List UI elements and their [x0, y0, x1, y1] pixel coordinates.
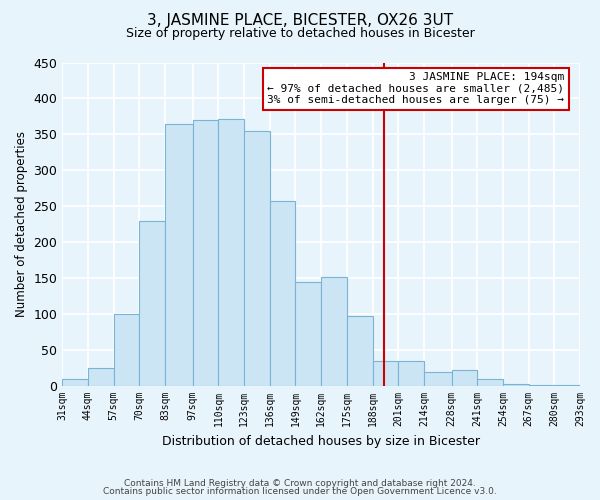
Bar: [424, 372, 452, 386]
Bar: [139, 220, 165, 386]
Bar: [62, 379, 88, 386]
Bar: [165, 124, 193, 386]
Text: Contains HM Land Registry data © Crown copyright and database right 2024.: Contains HM Land Registry data © Crown c…: [124, 478, 476, 488]
Bar: [193, 120, 218, 386]
Bar: [295, 282, 321, 386]
Bar: [477, 379, 503, 386]
Bar: [113, 314, 139, 386]
Bar: [452, 370, 477, 386]
Text: Contains public sector information licensed under the Open Government Licence v3: Contains public sector information licen…: [103, 487, 497, 496]
Bar: [398, 361, 424, 386]
Bar: [503, 384, 529, 386]
Text: Size of property relative to detached houses in Bicester: Size of property relative to detached ho…: [125, 28, 475, 40]
Bar: [218, 118, 244, 386]
Text: 3 JASMINE PLACE: 194sqm
← 97% of detached houses are smaller (2,485)
3% of semi-: 3 JASMINE PLACE: 194sqm ← 97% of detache…: [268, 72, 565, 106]
Bar: [321, 277, 347, 386]
Bar: [244, 131, 270, 386]
Bar: [270, 200, 295, 386]
Text: 3, JASMINE PLACE, BICESTER, OX26 3UT: 3, JASMINE PLACE, BICESTER, OX26 3UT: [147, 12, 453, 28]
Bar: [373, 361, 398, 386]
Y-axis label: Number of detached properties: Number of detached properties: [15, 132, 28, 318]
Bar: [347, 316, 373, 386]
X-axis label: Distribution of detached houses by size in Bicester: Distribution of detached houses by size …: [162, 434, 480, 448]
Bar: [88, 368, 113, 386]
